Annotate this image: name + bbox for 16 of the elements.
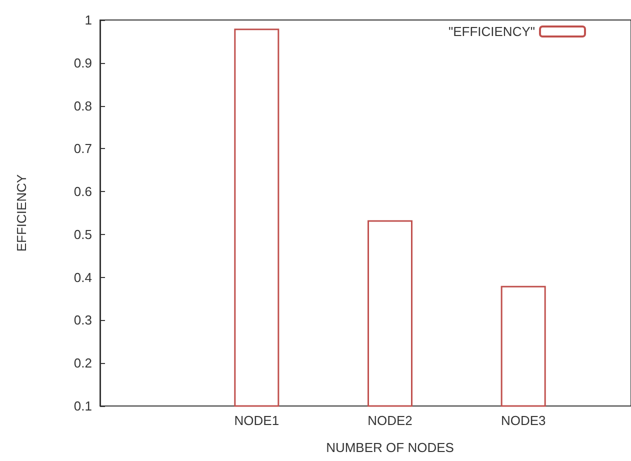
y-tick-label: 0.2 xyxy=(74,356,92,371)
y-tick-label: 0.8 xyxy=(74,98,92,114)
y-tick-label: 0.5 xyxy=(74,226,92,242)
y-tick-label: 0.3 xyxy=(74,312,92,328)
x-axis-title: NUMBER OF NODES xyxy=(326,440,454,455)
y-axis-title: EFFICIENCY xyxy=(14,174,29,252)
y-tick-label: 0.7 xyxy=(74,141,92,156)
x-tick-label: NODE2 xyxy=(368,413,412,428)
y-tick-label: 0.1 xyxy=(74,398,92,414)
y-tick-label: 1 xyxy=(84,12,92,28)
y-tick-label: 0.4 xyxy=(74,270,92,285)
y-tick-label: 0.9 xyxy=(74,55,92,70)
x-tick-label: NODE1 xyxy=(234,413,280,428)
y-tick-label: 0.6 xyxy=(74,184,92,200)
legend-label: "EFFICIENCY" xyxy=(448,24,536,39)
x-tick-label: NODE3 xyxy=(500,413,546,428)
